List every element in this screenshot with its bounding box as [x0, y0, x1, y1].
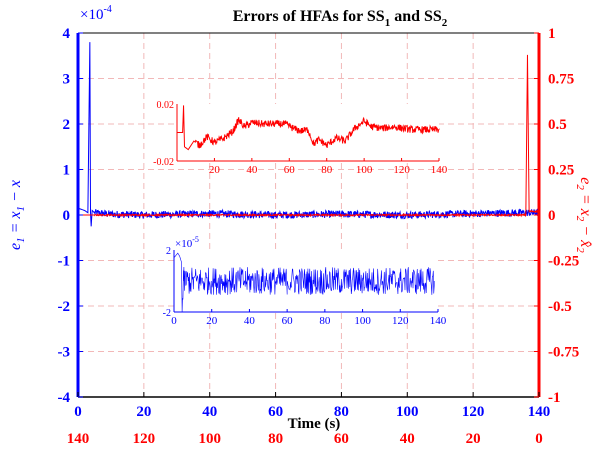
y-left-tick-label-1: 1: [63, 163, 71, 179]
title-sub-1: 1: [385, 17, 391, 29]
x-secondary-tick-label-20: 20: [466, 431, 481, 447]
red-inset-x-tick-label-20: 20: [209, 164, 221, 176]
blue-inset-x-tick-label-0: 0: [171, 315, 177, 327]
x-tick-label-140: 140: [528, 404, 551, 420]
y-right-tick-label-1: 1: [548, 26, 556, 42]
blue-inset-x-tick-label-120: 120: [392, 315, 409, 327]
y-left-tick-label--4: -4: [58, 390, 71, 406]
y-right-label-eq: = x: [577, 190, 594, 216]
left-multiplier-exp: -4: [103, 4, 111, 15]
y-left-tick-label--2: -2: [58, 299, 71, 315]
blue-inset-y-tick-label-2: 2: [166, 246, 171, 257]
y-right-label-sub3: 2: [574, 247, 586, 253]
chart-title: Errors of HFAs for SS1 and SS2: [233, 8, 448, 29]
x-tick-label-0: 0: [74, 404, 82, 420]
y-left-tick-label--3: -3: [58, 345, 71, 361]
blue-inset-multiplier: ×10-5: [175, 235, 199, 250]
title-part-1: Errors of HFAs for SS: [233, 8, 385, 25]
blue-inset-multiplier-exp: -5: [192, 235, 199, 244]
y-left-label: e1 = x1 − x: [7, 180, 27, 250]
blue-inset-y-tick-label--2: -2: [163, 308, 171, 319]
y-left-tick-label-4: 4: [63, 26, 71, 42]
blue-inset: 0 20 40 60 80 100 120 140 2 -2 ×10-5: [163, 235, 447, 327]
y-left-tick-label--1: -1: [58, 254, 71, 270]
red-inset-x-tick-label-80: 80: [321, 164, 333, 176]
red-inset-line: [177, 105, 440, 151]
x-secondary-tick-label-0: 0: [535, 431, 543, 447]
x-tick-label-40: 40: [202, 404, 217, 420]
x-tick-label-20: 20: [136, 404, 151, 420]
y-right-label: e2 = x2 − x̂2: [574, 177, 594, 253]
left-multiplier-base: ×10: [80, 7, 103, 23]
blue-inset-x-tick-label-40: 40: [244, 315, 256, 327]
y-left-label-e: e: [7, 243, 24, 250]
x-secondary-tick-label-40: 40: [400, 431, 415, 447]
red-inset-x-tick-label-100: 100: [356, 164, 373, 176]
blue-inset-x-tick-label-60: 60: [282, 315, 294, 327]
y-left-tick-label-2: 2: [63, 117, 71, 133]
x-secondary-tick-label-140: 140: [67, 431, 90, 447]
red-inset-y-tick-label-0.02: 0.02: [157, 100, 175, 111]
y-left-tick-label-3: 3: [63, 72, 71, 88]
series-right-line: [78, 54, 540, 218]
x-secondary-tick-label-60: 60: [334, 431, 349, 447]
red-inset-x-tick-label-120: 120: [393, 164, 410, 176]
y-left-tick-label-0: 0: [63, 208, 71, 224]
y-left-label-eq: = x: [7, 211, 24, 237]
y-right-tick-label-0.5: 0.5: [548, 117, 567, 133]
x-secondary-tick-label-120: 120: [133, 431, 156, 447]
y-right-label-post: − x̂: [577, 221, 594, 247]
x-tick-label-80: 80: [334, 404, 349, 420]
blue-inset-x-tick-label-20: 20: [206, 315, 218, 327]
red-inset-y-tick-label--0.02: -0.02: [153, 157, 174, 168]
y-right-tick-label--0.75: -0.75: [548, 345, 579, 361]
blue-inset-x-tick-label-140: 140: [430, 315, 447, 327]
y-right-label-sub2: 2: [574, 216, 586, 222]
x-tick-label-120: 120: [462, 404, 485, 420]
blue-inset-x-tick-label-100: 100: [354, 315, 371, 327]
x-tick-label-100: 100: [396, 404, 419, 420]
series-left-line: [77, 42, 540, 227]
blue-inset-x-tick-label-80: 80: [319, 315, 331, 327]
y-right-tick-label-0.25: 0.25: [548, 163, 574, 179]
red-inset-x-tick-label-60: 60: [284, 164, 296, 176]
x-secondary-tick-label-80: 80: [268, 431, 283, 447]
y-left-label-sub: 1: [15, 237, 27, 243]
x-tick-label-60: 60: [268, 404, 283, 420]
title-part-2: and SS: [390, 8, 442, 25]
blue-inset-line: [173, 252, 435, 313]
red-inset-x-tick-label-40: 40: [246, 164, 258, 176]
title-sub-2: 2: [442, 17, 448, 29]
y-right-label-e: e: [577, 177, 594, 184]
red-inset-x-tick-label-140: 140: [431, 164, 448, 176]
y-right-tick-label--0.25: -0.25: [548, 254, 579, 270]
x-axis-label: Time (s): [288, 416, 341, 432]
y-right-tick-label-0: 0: [548, 208, 556, 224]
y-right-tick-label--1: -1: [548, 390, 561, 406]
y-right-tick-label-0.75: 0.75: [548, 72, 574, 88]
blue-inset-multiplier-base: ×10: [175, 238, 193, 250]
red-inset: 20 40 60 80 100 120 140 -0.02 0.02: [153, 100, 448, 176]
y-right-tick-label--0.5: -0.5: [548, 299, 572, 315]
left-axis-multiplier: ×10-4: [80, 4, 112, 23]
y-left-label-post: − x: [7, 180, 24, 206]
x-secondary-tick-label-100: 100: [198, 431, 221, 447]
y-right-label-sub: 2: [574, 184, 586, 190]
y-left-label-sub2: 1: [15, 206, 27, 212]
